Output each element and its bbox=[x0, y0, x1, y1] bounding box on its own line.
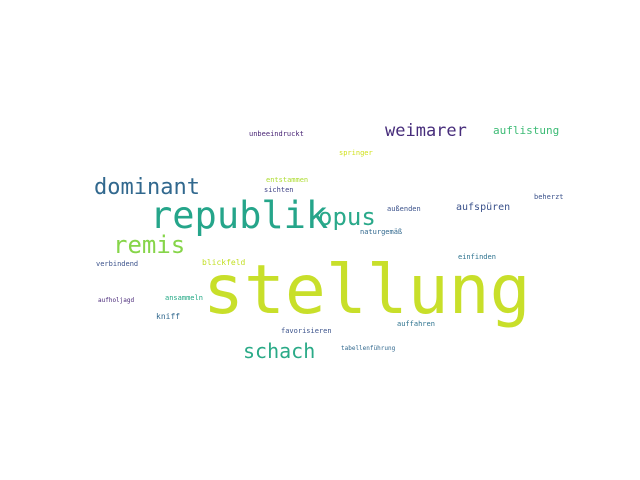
word-einfinden: einfinden bbox=[458, 253, 496, 261]
word-aufholjagd: aufholjagd bbox=[98, 297, 135, 304]
word-beherzt: beherzt bbox=[534, 193, 564, 201]
word-weimarer: weimarer bbox=[385, 121, 467, 141]
word-republik: republik bbox=[150, 194, 329, 237]
word-stellung: stellung bbox=[203, 251, 531, 330]
word-kniff: kniff bbox=[156, 312, 181, 321]
word-auffahren: auffahren bbox=[397, 320, 435, 328]
word-auflistung: auflistung bbox=[493, 124, 560, 137]
word-unbeeindruckt: unbeeindruckt bbox=[249, 130, 304, 138]
word-verbindend: verbindend bbox=[96, 260, 139, 268]
word-tabellenfuehrung: tabellenführung bbox=[341, 345, 396, 352]
word-entstammen: entstammen bbox=[266, 176, 309, 184]
word-ansammeln: ansammeln bbox=[165, 294, 203, 302]
word-aussenden: außenden bbox=[387, 205, 421, 213]
word-springer: springer bbox=[339, 149, 373, 157]
word-opus: opus bbox=[318, 203, 376, 231]
word-naturgemaess: naturgemäß bbox=[360, 228, 403, 236]
word-aufspueren: aufspüren bbox=[456, 202, 511, 213]
word-remis: remis bbox=[113, 231, 186, 259]
word-blickfeld: blickfeld bbox=[202, 258, 246, 267]
word-favorisieren: favorisieren bbox=[281, 327, 332, 335]
word-dominant: dominant bbox=[94, 175, 200, 200]
word-schach: schach bbox=[243, 339, 316, 363]
word-sichten: sichten bbox=[264, 186, 294, 194]
